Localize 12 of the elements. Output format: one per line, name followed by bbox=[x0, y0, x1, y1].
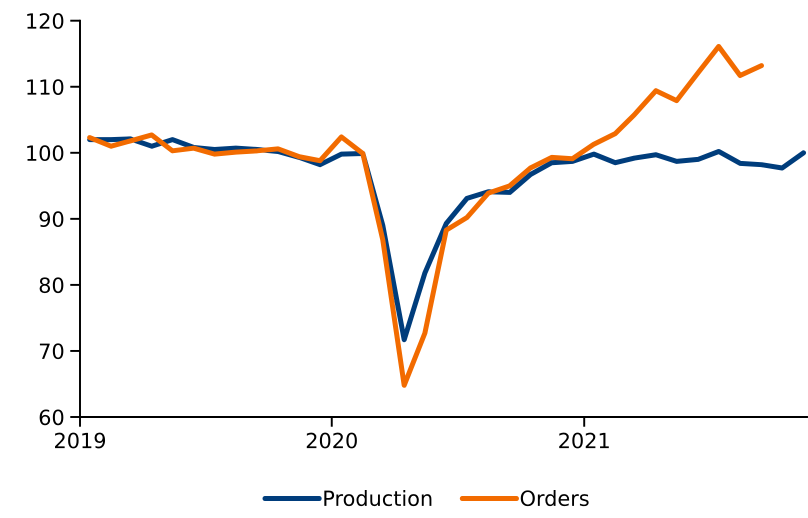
x-tick-label: 2021 bbox=[559, 432, 609, 448]
legend-label: Orders bbox=[520, 490, 589, 506]
y-tick-label: 80 bbox=[40, 277, 64, 294]
legend-label: Production bbox=[324, 490, 432, 506]
y-tick-label: 100 bbox=[27, 145, 64, 162]
y-tick-label: 60 bbox=[40, 409, 64, 426]
x-tick-label: 2020 bbox=[306, 432, 357, 448]
x-tick-label: 2019 bbox=[55, 432, 106, 448]
y-tick-label: 120 bbox=[27, 13, 64, 29]
y-tick-label: 90 bbox=[40, 211, 64, 228]
y-tick-label: 70 bbox=[40, 343, 64, 360]
y-tick-label: 110 bbox=[27, 79, 64, 95]
